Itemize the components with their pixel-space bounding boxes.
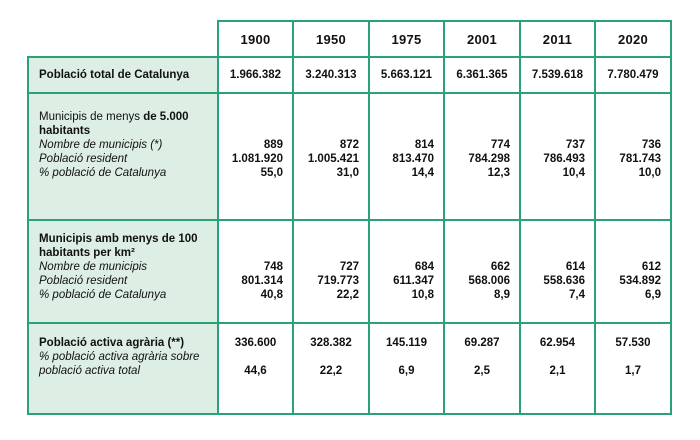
sublabel-number-of-municipalities: Nombre de municipis (*) xyxy=(39,139,163,151)
cell-total-2020: 7.780.479 xyxy=(594,56,672,94)
agrarian-title: Població activa agrària (**) xyxy=(39,337,185,349)
cell-small-mun-2001: 774 784.298 12,3 xyxy=(443,92,521,221)
year-header-1900: 1900 xyxy=(217,20,294,58)
row-label-low-density: Municipis amb menys de 100 habitants per … xyxy=(27,219,219,324)
cell-agrarian-2011: 62.954 2,1 xyxy=(519,322,596,415)
sublabel-agrarian-pct-line2: població activa total xyxy=(39,365,141,377)
sublabel-pct-of-catalonia: % població de Catalunya xyxy=(39,167,167,179)
cell-small-mun-2011: 737 786.493 10,4 xyxy=(519,92,596,221)
row-low-density-municipalities: Municipis amb menys de 100 habitants per … xyxy=(27,219,672,324)
cell-agrarian-1900: 336.600 44,6 xyxy=(217,322,294,415)
population-table: 1900 1950 1975 2001 2011 2020 Població t… xyxy=(27,20,672,415)
low-density-title: Municipis amb menys de 100 habitants per … xyxy=(39,233,198,259)
cell-low-density-2011: 614 558.636 7,4 xyxy=(519,219,596,324)
cell-low-density-1900: 748 801.314 40,8 xyxy=(217,219,294,324)
sublabel-agrarian-pct-line1: % població activa agrària sobre xyxy=(39,351,200,363)
year-header-1975: 1975 xyxy=(368,20,445,58)
cell-agrarian-2020: 57.530 1,7 xyxy=(594,322,672,415)
year-header-2020: 2020 xyxy=(594,20,672,58)
row-label-agrarian: Població activa agrària (**) % població … xyxy=(27,322,219,415)
cell-total-2001: 6.361.365 xyxy=(443,56,521,94)
cell-small-mun-1950: 872 1.005.421 31,0 xyxy=(292,92,370,221)
cell-total-1900: 1.966.382 xyxy=(217,56,294,94)
year-header-2011: 2011 xyxy=(519,20,596,58)
header-row: 1900 1950 1975 2001 2011 2020 xyxy=(28,20,672,58)
sublabel-number-of-municipalities: Nombre de municipis xyxy=(39,261,148,273)
row-label-total-population: Població total de Catalunya xyxy=(27,56,219,94)
row-label-small-municipalities: Municipis de menys de 5.000 habitants Nom… xyxy=(27,92,219,221)
row-small-municipalities: Municipis de menys de 5.000 habitants Nom… xyxy=(27,92,672,221)
cell-low-density-1950: 727 719.773 22,2 xyxy=(292,219,370,324)
cell-small-mun-1900: 889 1.081.920 55,0 xyxy=(217,92,294,221)
cell-small-mun-1975: 814 813.470 14,4 xyxy=(368,92,445,221)
cell-total-1950: 3.240.313 xyxy=(292,56,370,94)
cell-total-1975: 5.663.121 xyxy=(368,56,445,94)
cell-agrarian-2001: 69.287 2,5 xyxy=(443,322,521,415)
small-municipalities-title: Municipis de menys de 5.000 habitants xyxy=(39,111,189,137)
header-empty-cell xyxy=(28,21,218,57)
cell-low-density-1975: 684 611.347 10,8 xyxy=(368,219,445,324)
row-agrarian-population: Població activa agrària (**) % població … xyxy=(27,322,672,415)
cell-low-density-2020: 612 534.892 6,9 xyxy=(594,219,672,324)
cell-low-density-2001: 662 568.006 8,9 xyxy=(443,219,521,324)
cell-total-2011: 7.539.618 xyxy=(519,56,596,94)
year-header-2001: 2001 xyxy=(443,20,521,58)
cell-small-mun-2020: 736 781.743 10,0 xyxy=(594,92,672,221)
cell-agrarian-1975: 145.119 6,9 xyxy=(368,322,445,415)
sublabel-resident-population: Població resident xyxy=(39,153,128,165)
sublabel-pct-of-catalonia: % població de Catalunya xyxy=(39,289,167,301)
year-header-1950: 1950 xyxy=(292,20,370,58)
row-total-population: Població total de Catalunya 1.966.382 3.… xyxy=(27,56,672,94)
sublabel-resident-population: Població resident xyxy=(39,275,128,287)
cell-agrarian-1950: 328.382 22,2 xyxy=(292,322,370,415)
